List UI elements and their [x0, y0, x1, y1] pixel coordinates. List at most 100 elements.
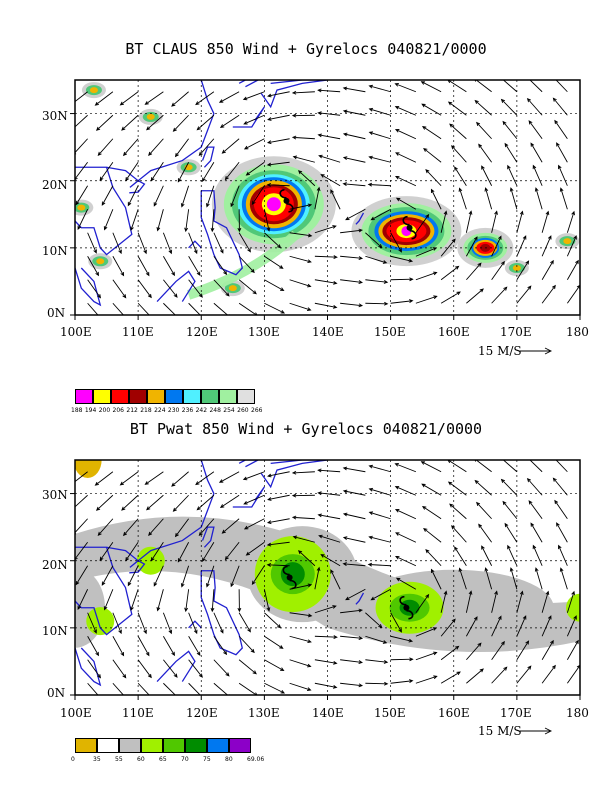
top-wind-vector-130 [318, 154, 341, 163]
bottom-wind-vector-132 [368, 535, 391, 543]
bottom-wind-vector-26 [238, 659, 257, 675]
top-wind-vector-42 [137, 256, 150, 277]
top-coastline-6 [260, 80, 328, 109]
top-wind-vector-152 [368, 131, 391, 140]
bottom-wind-vector-58 [541, 615, 552, 637]
top-wind-vector-112 [367, 182, 391, 187]
top-cloud-small-1 [138, 108, 163, 125]
top-wind-vector-185 [195, 91, 215, 106]
top-wind-vector-57 [516, 235, 527, 257]
top-wind-vector-155 [449, 123, 467, 140]
bottom-wind-vector-189 [291, 470, 315, 475]
bottom-wind-vector-172 [368, 487, 391, 496]
top-wind-vector-140 [75, 138, 88, 155]
bottom-wind-vector-118 [532, 544, 543, 566]
bottom-xtick-100e: 100E [60, 706, 92, 720]
bottom-wind-vector-154 [421, 505, 442, 520]
top-wind-vector-36 [491, 260, 505, 281]
bottom-wind-vector-184 [171, 471, 189, 487]
bottom-wind-vector-182 [119, 471, 139, 486]
bottom-wind-vector-7 [264, 682, 286, 694]
top-wind-vector-175 [447, 101, 467, 116]
bottom-wind-vector-177 [500, 478, 518, 496]
top-wind-vector-48 [289, 255, 312, 264]
top-wind-vector-78 [541, 210, 550, 233]
bottom-wind-vector-181 [94, 471, 114, 486]
bottom-wind-vector-66 [238, 612, 251, 633]
top-wind-vector-193 [394, 83, 417, 93]
top-cloud-typhoon-east-layer-2 [368, 207, 445, 256]
bottom-wind-vector-98 [534, 567, 543, 590]
bottom-wind-vector-142 [122, 518, 139, 537]
top-wind-vector-58 [541, 235, 552, 257]
bottom-ytick-20n: 20N [42, 558, 68, 572]
bottom-colorbar-cell [119, 738, 141, 753]
top-cloud-typhoon-west-layer-7 [253, 187, 294, 222]
bottom-wind-vector-89 [314, 566, 321, 590]
top-wind-vector-80 [77, 209, 89, 231]
bottom-coastline-0 [75, 460, 215, 562]
bottom-gyre-west-symbol-arm-north [282, 565, 290, 576]
top-coastline-7 [238, 80, 259, 88]
top-wind-vector-1 [112, 302, 124, 315]
top-wind-vector-148 [266, 138, 290, 145]
bottom-wind-vector-153 [394, 509, 417, 520]
top-cloud-small-mid-5 [508, 263, 525, 273]
top-cloud-165e-layer-2 [467, 235, 504, 260]
bottom-wind-vector-178 [526, 477, 543, 496]
top-wind-vector-117 [507, 164, 518, 186]
top-wind-vector-85 [210, 209, 215, 233]
top-wind-vector-32 [390, 277, 414, 282]
bottom-wind-vector-133 [395, 532, 417, 543]
top-wind-vector-23 [163, 279, 178, 298]
top-colorbar-cell [93, 389, 111, 404]
top-wind-vector-19 [567, 284, 580, 304]
bottom-wind-vector-67 [264, 612, 282, 629]
top-wind-vector-141 [97, 138, 114, 157]
bottom-wind-vector-195 [447, 460, 467, 473]
top-wind-vector-174 [421, 103, 442, 116]
top-wind-vector-96 [484, 187, 493, 210]
top-wind-vector-15 [466, 288, 484, 304]
bottom-colorbar-label: 55 [115, 756, 123, 763]
bottom-wind-vector-146 [221, 518, 240, 534]
top-cloud-small-mid-6 [180, 162, 197, 173]
bottom-wind-vector-84 [184, 589, 190, 613]
bottom-pwat-grey-east [353, 569, 554, 646]
bottom-colorbar-cell [75, 738, 97, 753]
bottom-colorbar-label: 35 [93, 756, 101, 763]
bottom-wind-vector-60 [87, 612, 97, 634]
bottom-wind-vector-188 [267, 471, 290, 478]
bottom-wind-vector-120 [75, 541, 88, 561]
bottom-wind-vector-77 [516, 590, 524, 613]
top-colorbar-label: 206 [112, 407, 124, 414]
bottom-wind-vector-169 [291, 493, 315, 498]
bottom-wind-vector-1 [112, 682, 124, 695]
top-wind-vector-186 [218, 91, 240, 103]
bottom-wind-vector-193 [394, 463, 417, 473]
bottom-colorbar-cell [141, 738, 163, 753]
top-wind-vector-115 [454, 166, 467, 186]
bottom-wind-vector-16 [491, 666, 508, 684]
top-coastline-5 [200, 190, 243, 276]
top-wind-vector-134 [423, 147, 442, 163]
top-wind-vector-97 [509, 187, 518, 210]
top-wind-vector-16 [491, 286, 508, 304]
top-wind-vector-10 [340, 302, 364, 308]
bottom-wind-vector-88 [289, 583, 313, 590]
top-colorbar-label: 254 [223, 407, 235, 414]
bottom-wind-vector-176 [474, 479, 492, 496]
top-cloud-165e-layer-1 [463, 232, 508, 263]
top-wind-vector-110 [320, 174, 341, 187]
top-wind-vector-9 [314, 302, 338, 309]
top-wind-vector-171 [342, 109, 366, 116]
bottom-wind-vector-49 [314, 635, 338, 640]
bottom-wind-vector-173 [394, 485, 417, 496]
top-wind-vector-163 [146, 114, 164, 131]
top-wind-vector-144 [174, 138, 189, 158]
top-wind-vector-29 [314, 279, 338, 285]
bottom-wind-vector-82 [130, 589, 139, 612]
top-wind-vector-47 [264, 255, 284, 269]
bottom-wind-vector-80 [77, 589, 89, 611]
top-wind-vector-107 [251, 185, 265, 206]
